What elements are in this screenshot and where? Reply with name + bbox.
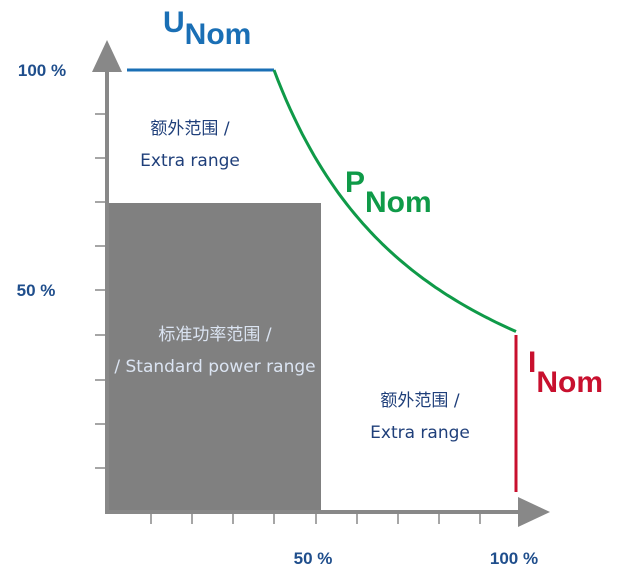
standard-region	[107, 203, 321, 512]
y-label: 50 %	[17, 281, 56, 300]
current-label: INom	[528, 346, 603, 399]
y-arrow	[92, 40, 122, 72]
power-curve	[272, 69, 517, 333]
x-arrow	[518, 497, 550, 527]
power-label: PNom	[345, 166, 432, 219]
region-text: / Standard power range	[114, 357, 315, 377]
region-text: Extra range	[140, 151, 240, 171]
ticks	[95, 113, 481, 524]
region-text: 额外范围 /	[150, 119, 229, 139]
region-text: Extra range	[370, 423, 470, 443]
y-label: 100 %	[18, 61, 66, 80]
x-label: 100 %	[490, 549, 538, 568]
x-label: 50 %	[294, 549, 333, 568]
voltage-label: UNom	[163, 6, 251, 51]
region-text: 标准功率范围 /	[158, 325, 271, 345]
region-text: 额外范围 /	[380, 391, 459, 411]
